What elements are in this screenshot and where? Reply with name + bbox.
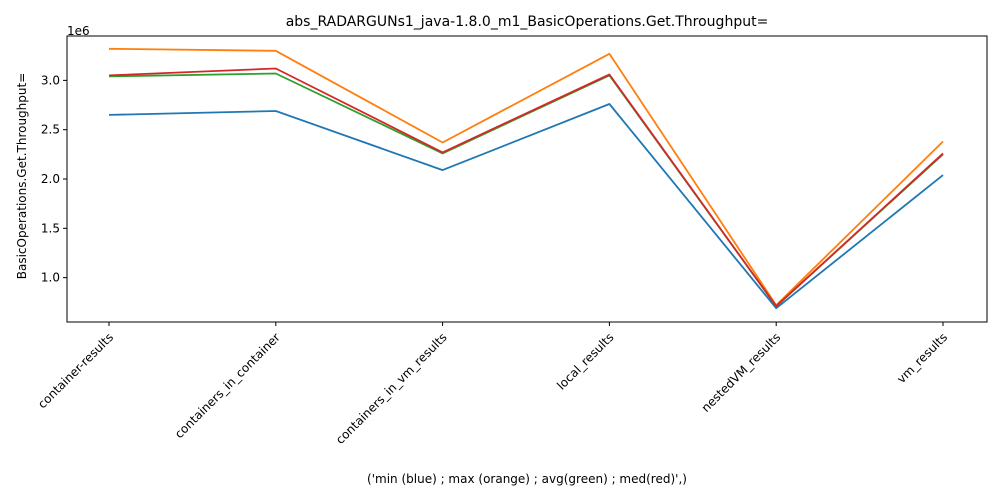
x-tick-label: nestedVM_results xyxy=(699,330,784,415)
series-line-2 xyxy=(108,72,944,308)
x-tick-label: container-results xyxy=(35,330,116,411)
series-line-0 xyxy=(108,103,944,310)
y-tick-label: 2.0 xyxy=(41,172,60,186)
y-tick-label: 1.5 xyxy=(41,221,60,235)
series-line-3 xyxy=(108,67,944,308)
plot-frame xyxy=(66,35,988,323)
chart-title: abs_RADARGUNs1_java-1.8.0_m1_BasicOperat… xyxy=(286,14,769,30)
y-tick-label: 3.0 xyxy=(41,73,60,87)
y-axis-label: BasicOperations.Get.Throughput= xyxy=(15,73,29,280)
x-tick-label: local_results xyxy=(554,330,616,392)
x-tick-label: containers_in_container xyxy=(172,330,283,441)
series-layer xyxy=(108,47,944,310)
y-scale-label: 1e6 xyxy=(67,24,90,38)
x-tick-label: containers_in_vm_results xyxy=(333,330,450,447)
y-tick-label: 1.0 xyxy=(41,271,60,285)
x-tick-label: vm_results xyxy=(894,330,950,386)
x-axis-label: ('min (blue) ; max (orange) ; avg(green)… xyxy=(367,472,687,486)
y-tick-label: 2.5 xyxy=(41,123,60,137)
series-line-1 xyxy=(108,47,944,307)
axes-layer: 1.0 1.5 2.0 2.5 3.0 container-results containe… xyxy=(35,35,988,447)
